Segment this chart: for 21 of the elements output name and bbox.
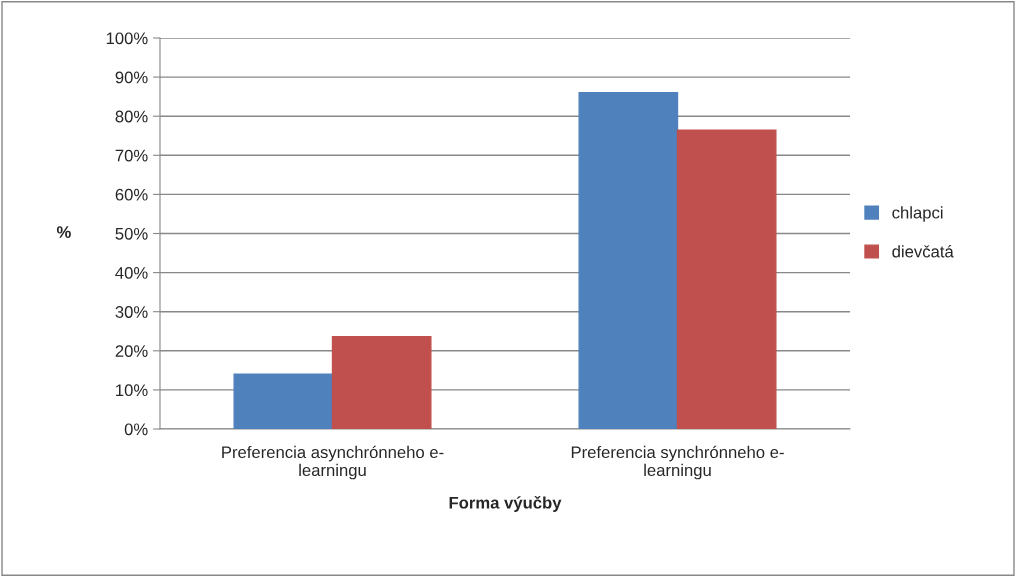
- y-tick-label: 80%: [115, 110, 148, 123]
- x-tick-label: Preferencia synchrónneho e- learningu: [571, 445, 784, 480]
- bar: [233, 373, 334, 429]
- y-tick-label: 0%: [124, 423, 148, 436]
- legend-label: chlapci: [892, 206, 943, 222]
- y-tick-label: 70%: [115, 149, 148, 162]
- y-tick-label: 40%: [115, 267, 148, 279]
- y-tick-label: 60%: [115, 188, 148, 201]
- x-tick-label: Preferencia asynchrónneho e- learningu: [222, 445, 444, 480]
- bar: [676, 129, 777, 429]
- y-tick-label: 100%: [106, 32, 148, 45]
- y-tick-label: 50%: [115, 227, 148, 240]
- legend-label: dievčatá: [892, 245, 954, 258]
- y-tick-label: 30%: [115, 306, 148, 318]
- bar: [331, 336, 432, 429]
- y-tick-label: 90%: [115, 71, 148, 84]
- x-axis-title: Forma výučby: [449, 496, 562, 512]
- y-axis-title: %: [56, 226, 71, 238]
- bar: [578, 92, 679, 429]
- y-tick-label: 20%: [115, 345, 148, 357]
- y-tick-label: 10%: [116, 384, 148, 397]
